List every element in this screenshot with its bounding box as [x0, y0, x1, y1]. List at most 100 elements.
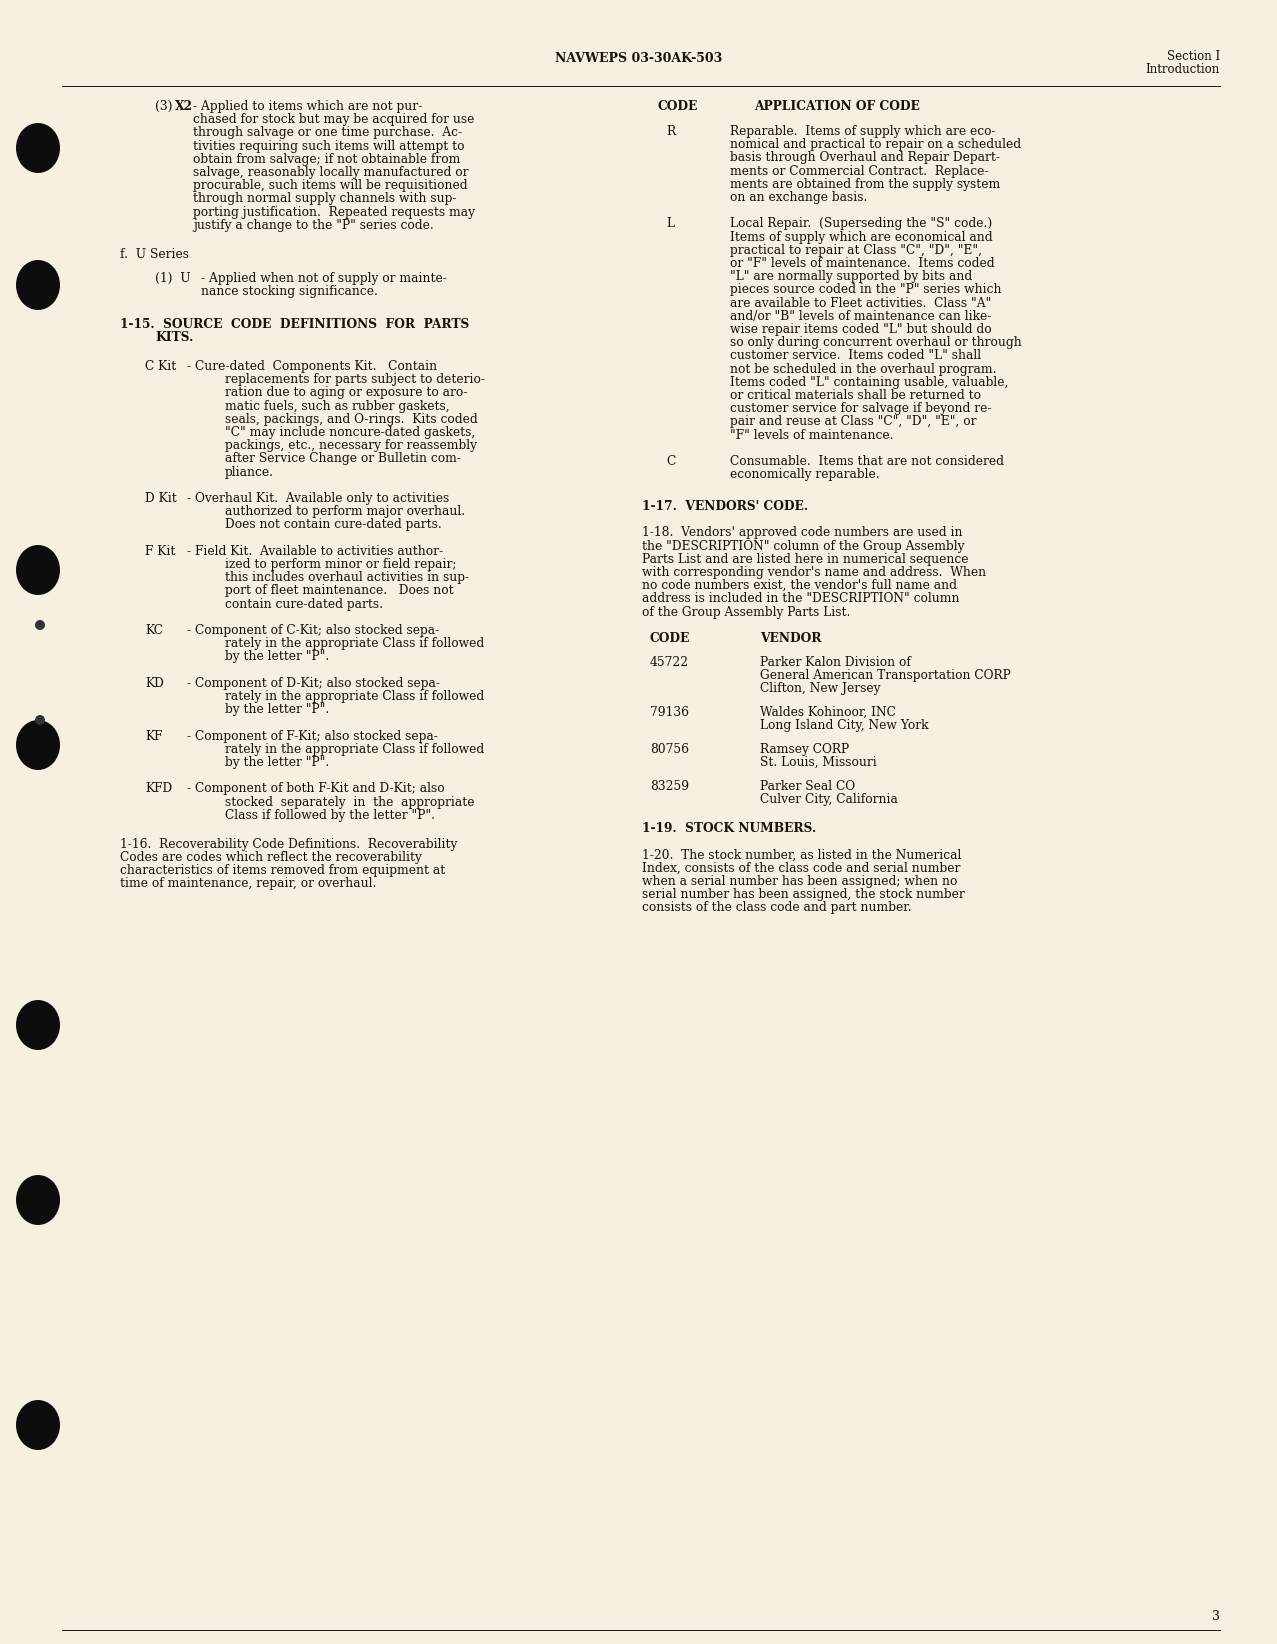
Text: serial number has been assigned, the stock number: serial number has been assigned, the sto… [642, 888, 964, 901]
Text: 1-18.  Vendors' approved code numbers are used in: 1-18. Vendors' approved code numbers are… [642, 526, 963, 539]
Text: Reparable.  Items of supply which are eco-: Reparable. Items of supply which are eco… [730, 125, 996, 138]
Text: by the letter "P".: by the letter "P". [225, 756, 329, 769]
Text: - Component of F-Kit; also stocked sepa-: - Component of F-Kit; also stocked sepa- [186, 730, 438, 743]
Text: chased for stock but may be acquired for use: chased for stock but may be acquired for… [193, 113, 474, 127]
Text: customer service for salvage if beyond re-: customer service for salvage if beyond r… [730, 403, 991, 416]
Text: wise repair items coded "L" but should do: wise repair items coded "L" but should d… [730, 324, 992, 335]
Text: Items of supply which are economical and: Items of supply which are economical and [730, 230, 992, 243]
Text: 79136: 79136 [650, 705, 690, 718]
Text: Index, consists of the class code and serial number: Index, consists of the class code and se… [642, 861, 960, 875]
Text: pliance.: pliance. [225, 465, 275, 478]
Text: KFD: KFD [146, 783, 172, 796]
Ellipse shape [17, 1175, 60, 1225]
Text: matic fuels, such as rubber gaskets,: matic fuels, such as rubber gaskets, [225, 399, 450, 413]
Text: ments are obtained from the supply system: ments are obtained from the supply syste… [730, 178, 1000, 191]
Text: address is included in the "DESCRIPTION" column: address is included in the "DESCRIPTION"… [642, 592, 959, 605]
Text: nomical and practical to repair on a scheduled: nomical and practical to repair on a sch… [730, 138, 1022, 151]
Text: salvage, reasonably locally manufactured or: salvage, reasonably locally manufactured… [193, 166, 469, 179]
Ellipse shape [17, 1000, 60, 1051]
Text: L: L [667, 217, 674, 230]
Ellipse shape [17, 123, 60, 173]
Text: Waldes Kohinoor, INC: Waldes Kohinoor, INC [760, 705, 896, 718]
Text: characteristics of items removed from equipment at: characteristics of items removed from eq… [120, 865, 446, 878]
Text: F Kit: F Kit [146, 544, 175, 557]
Text: consists of the class code and part number.: consists of the class code and part numb… [642, 901, 912, 914]
Text: this includes overhaul activities in sup-: this includes overhaul activities in sup… [225, 570, 469, 584]
Text: Does not contain cure-dated parts.: Does not contain cure-dated parts. [225, 518, 442, 531]
Text: Culver City, California: Culver City, California [760, 792, 898, 806]
Text: KF: KF [146, 730, 162, 743]
Text: Introduction: Introduction [1145, 62, 1220, 76]
Text: 1-15.  SOURCE  CODE  DEFINITIONS  FOR  PARTS: 1-15. SOURCE CODE DEFINITIONS FOR PARTS [120, 317, 469, 330]
Text: with corresponding vendor's name and address.  When: with corresponding vendor's name and add… [642, 566, 986, 579]
Text: by the letter "P".: by the letter "P". [225, 651, 329, 664]
Text: economically reparable.: economically reparable. [730, 469, 880, 482]
Text: NAVWEPS 03-30AK-503: NAVWEPS 03-30AK-503 [555, 53, 722, 66]
Text: pieces source coded in the "P" series which: pieces source coded in the "P" series wh… [730, 283, 1001, 296]
Text: contain cure-dated parts.: contain cure-dated parts. [225, 598, 383, 610]
Text: basis through Overhaul and Repair Depart-: basis through Overhaul and Repair Depart… [730, 151, 1000, 164]
Text: St. Louis, Missouri: St. Louis, Missouri [760, 756, 877, 769]
Text: R: R [667, 125, 676, 138]
Text: General American Transportation CORP: General American Transportation CORP [760, 669, 1011, 682]
Text: - Component of C-Kit; also stocked sepa-: - Component of C-Kit; also stocked sepa- [186, 625, 439, 636]
Text: seals, packings, and O-rings.  Kits coded: seals, packings, and O-rings. Kits coded [225, 413, 478, 426]
Text: Long Island City, New York: Long Island City, New York [760, 718, 928, 732]
Text: KITS.: KITS. [155, 330, 193, 344]
Text: 1-20.  The stock number, as listed in the Numerical: 1-20. The stock number, as listed in the… [642, 848, 962, 861]
Text: Ramsey CORP: Ramsey CORP [760, 743, 849, 756]
Text: 45722: 45722 [650, 656, 690, 669]
Text: through salvage or one time purchase.  Ac-: through salvage or one time purchase. Ac… [193, 127, 462, 140]
Text: customer service.  Items coded "L" shall: customer service. Items coded "L" shall [730, 350, 981, 362]
Text: 1-19.  STOCK NUMBERS.: 1-19. STOCK NUMBERS. [642, 822, 816, 835]
Text: through normal supply channels with sup-: through normal supply channels with sup- [193, 192, 456, 206]
Text: - Overhaul Kit.  Available only to activities: - Overhaul Kit. Available only to activi… [186, 492, 450, 505]
Text: APPLICATION OF CODE: APPLICATION OF CODE [753, 100, 919, 113]
Text: tivities requiring such items will attempt to: tivities requiring such items will attem… [193, 140, 465, 153]
Text: f.  U Series: f. U Series [120, 248, 189, 261]
Text: C Kit: C Kit [146, 360, 176, 373]
Text: after Service Change or Bulletin com-: after Service Change or Bulletin com- [225, 452, 461, 465]
Text: 80756: 80756 [650, 743, 690, 756]
Text: when a serial number has been assigned; when no: when a serial number has been assigned; … [642, 875, 958, 888]
Text: porting justification.  Repeated requests may: porting justification. Repeated requests… [193, 206, 475, 219]
Text: the "DESCRIPTION" column of the Group Assembly: the "DESCRIPTION" column of the Group As… [642, 539, 964, 552]
Text: CODE: CODE [658, 100, 699, 113]
Text: "L" are normally supported by bits and: "L" are normally supported by bits and [730, 270, 972, 283]
Text: D Kit: D Kit [146, 492, 176, 505]
Text: (1)  U: (1) U [155, 271, 190, 284]
Text: pair and reuse at Class "C", "D", "E", or: pair and reuse at Class "C", "D", "E", o… [730, 416, 977, 429]
Text: KD: KD [146, 677, 163, 690]
Text: practical to repair at Class "C", "D", "E",: practical to repair at Class "C", "D", "… [730, 243, 982, 256]
Text: - Cure-dated  Components Kit.   Contain: - Cure-dated Components Kit. Contain [186, 360, 437, 373]
Ellipse shape [17, 260, 60, 311]
Text: so only during concurrent overhaul or through: so only during concurrent overhaul or th… [730, 337, 1022, 349]
Text: VENDOR: VENDOR [760, 631, 821, 644]
Text: - Field Kit.  Available to activities author-: - Field Kit. Available to activities aut… [186, 544, 443, 557]
Text: on an exchange basis.: on an exchange basis. [730, 191, 867, 204]
Ellipse shape [17, 1401, 60, 1450]
Text: by the letter "P".: by the letter "P". [225, 704, 329, 717]
Text: 1-16.  Recoverability Code Definitions.  Recoverability: 1-16. Recoverability Code Definitions. R… [120, 838, 457, 852]
Text: no code numbers exist, the vendor's full name and: no code numbers exist, the vendor's full… [642, 579, 956, 592]
Text: Parts List and are listed here in numerical sequence: Parts List and are listed here in numeri… [642, 552, 968, 566]
Text: CODE: CODE [650, 631, 691, 644]
Text: C: C [667, 455, 676, 469]
Text: "F" levels of maintenance.: "F" levels of maintenance. [730, 429, 894, 442]
Text: not be scheduled in the overhaul program.: not be scheduled in the overhaul program… [730, 363, 996, 376]
Text: obtain from salvage; if not obtainable from: obtain from salvage; if not obtainable f… [193, 153, 461, 166]
Text: - Applied to items which are not pur-: - Applied to items which are not pur- [193, 100, 423, 113]
Text: Items coded "L" containing usable, valuable,: Items coded "L" containing usable, valua… [730, 376, 1009, 390]
Text: are available to Fleet activities.  Class "A": are available to Fleet activities. Class… [730, 296, 991, 309]
Text: Parker Seal CO: Parker Seal CO [760, 779, 856, 792]
Text: Class if followed by the letter "P".: Class if followed by the letter "P". [225, 809, 435, 822]
Text: (3): (3) [155, 100, 172, 113]
Text: nance stocking significance.: nance stocking significance. [200, 284, 378, 298]
Text: stocked  separately  in  the  appropriate: stocked separately in the appropriate [225, 796, 475, 809]
Text: 83259: 83259 [650, 779, 690, 792]
Text: and/or "B" levels of maintenance can like-: and/or "B" levels of maintenance can lik… [730, 309, 991, 322]
Ellipse shape [34, 620, 45, 630]
Text: 3: 3 [1212, 1609, 1220, 1623]
Text: Clifton, New Jersey: Clifton, New Jersey [760, 682, 881, 695]
Text: time of maintenance, repair, or overhaul.: time of maintenance, repair, or overhaul… [120, 878, 377, 891]
